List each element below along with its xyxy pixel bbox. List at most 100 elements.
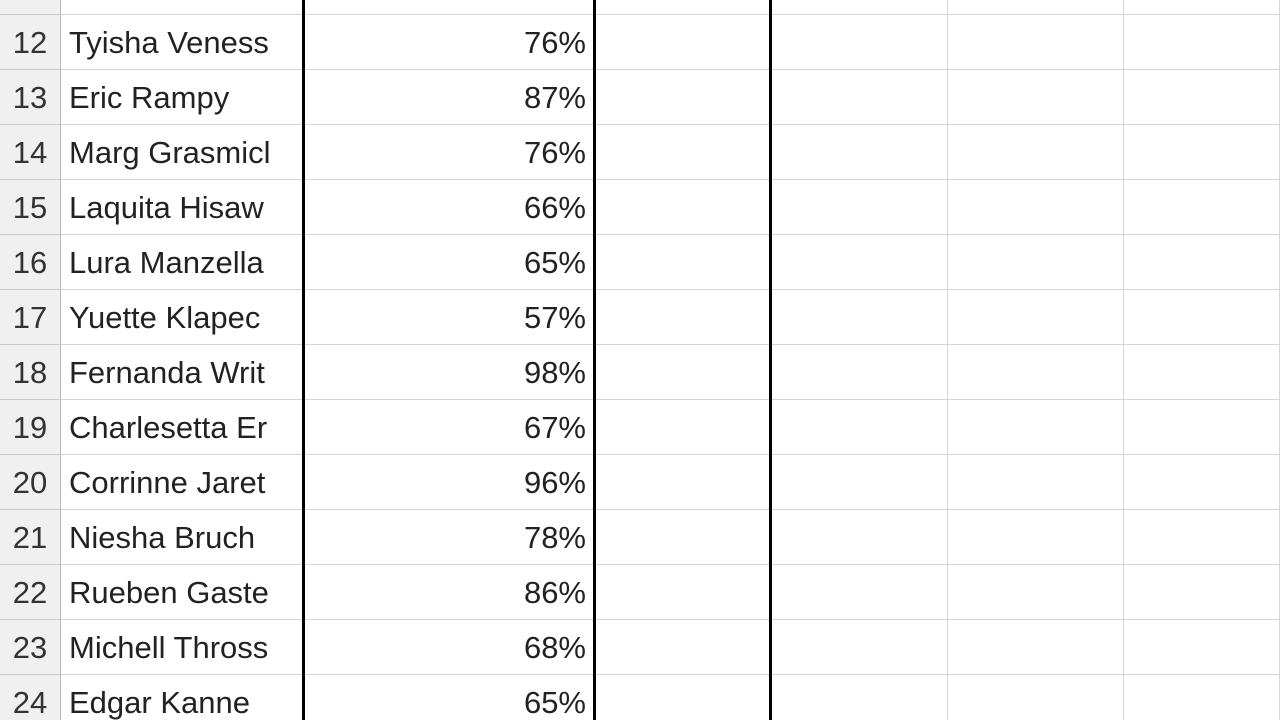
empty-cell[interactable] — [771, 15, 948, 70]
row-header[interactable]: 15 — [0, 180, 61, 235]
empty-cell[interactable] — [595, 510, 771, 565]
row-header[interactable]: 17 — [0, 290, 61, 345]
row-header[interactable]: 16 — [0, 235, 61, 290]
row-header[interactable]: 20 — [0, 455, 61, 510]
empty-cell[interactable] — [771, 400, 948, 455]
row-header[interactable] — [0, 0, 61, 15]
empty-cell[interactable] — [595, 180, 771, 235]
row-header[interactable]: 23 — [0, 620, 61, 675]
name-cell[interactable]: Niesha Bruch — [61, 510, 303, 565]
empty-cell[interactable] — [595, 565, 771, 620]
empty-cell[interactable] — [1124, 290, 1280, 345]
name-cell[interactable]: Lura Manzella — [61, 235, 303, 290]
empty-cell[interactable] — [595, 400, 771, 455]
row-header[interactable]: 24 — [0, 675, 61, 720]
name-cell[interactable]: Fernanda Writ — [61, 345, 303, 400]
empty-cell[interactable] — [1124, 620, 1280, 675]
score-cell[interactable]: 96% — [303, 455, 595, 510]
column-border — [302, 0, 305, 720]
empty-cell[interactable] — [771, 675, 948, 720]
empty-cell[interactable] — [948, 455, 1124, 510]
empty-cell[interactable] — [595, 235, 771, 290]
row-header[interactable]: 21 — [0, 510, 61, 565]
row-header[interactable]: 14 — [0, 125, 61, 180]
column-border — [769, 0, 772, 720]
name-cell[interactable]: Rueben Gaste — [61, 565, 303, 620]
empty-cell[interactable] — [948, 510, 1124, 565]
empty-cell[interactable] — [771, 455, 948, 510]
empty-cell[interactable] — [1124, 400, 1280, 455]
row-header[interactable]: 13 — [0, 70, 61, 125]
empty-cell[interactable] — [595, 620, 771, 675]
empty-cell[interactable] — [1124, 15, 1280, 70]
score-cell[interactable]: 78% — [303, 510, 595, 565]
name-cell[interactable]: Yuette Klapec — [61, 290, 303, 345]
row-header[interactable]: 18 — [0, 345, 61, 400]
empty-cell[interactable] — [948, 0, 1124, 15]
score-cell[interactable]: 87% — [303, 70, 595, 125]
score-cell[interactable] — [303, 0, 595, 15]
empty-cell[interactable] — [1124, 180, 1280, 235]
score-cell[interactable]: 65% — [303, 235, 595, 290]
empty-cell[interactable] — [771, 0, 948, 15]
empty-cell[interactable] — [771, 510, 948, 565]
score-cell[interactable]: 57% — [303, 290, 595, 345]
empty-cell[interactable] — [1124, 510, 1280, 565]
empty-cell[interactable] — [948, 235, 1124, 290]
empty-cell[interactable] — [948, 345, 1124, 400]
score-cell[interactable]: 65% — [303, 675, 595, 720]
name-cell[interactable]: Corrinne Jaret — [61, 455, 303, 510]
name-cell[interactable]: Marg Grasmicl — [61, 125, 303, 180]
row-header[interactable]: 12 — [0, 15, 61, 70]
row-header[interactable]: 19 — [0, 400, 61, 455]
empty-cell[interactable] — [948, 565, 1124, 620]
empty-cell[interactable] — [1124, 565, 1280, 620]
name-cell[interactable]: Eric Rampy — [61, 70, 303, 125]
empty-cell[interactable] — [948, 70, 1124, 125]
empty-cell[interactable] — [1124, 235, 1280, 290]
empty-cell[interactable] — [771, 125, 948, 180]
empty-cell[interactable] — [1124, 345, 1280, 400]
empty-cell[interactable] — [948, 125, 1124, 180]
empty-cell[interactable] — [595, 455, 771, 510]
empty-cell[interactable] — [771, 620, 948, 675]
empty-cell[interactable] — [771, 345, 948, 400]
empty-cell[interactable] — [948, 400, 1124, 455]
empty-cell[interactable] — [948, 15, 1124, 70]
empty-cell[interactable] — [771, 180, 948, 235]
empty-cell[interactable] — [771, 290, 948, 345]
score-cell[interactable]: 76% — [303, 15, 595, 70]
name-cell[interactable]: Charlesetta Er — [61, 400, 303, 455]
empty-cell[interactable] — [595, 70, 771, 125]
score-cell[interactable]: 68% — [303, 620, 595, 675]
empty-cell[interactable] — [1124, 0, 1280, 15]
empty-cell[interactable] — [948, 675, 1124, 720]
row-header[interactable]: 22 — [0, 565, 61, 620]
empty-cell[interactable] — [948, 290, 1124, 345]
empty-cell[interactable] — [595, 345, 771, 400]
score-cell[interactable]: 67% — [303, 400, 595, 455]
empty-cell[interactable] — [1124, 125, 1280, 180]
empty-cell[interactable] — [595, 125, 771, 180]
empty-cell[interactable] — [595, 0, 771, 15]
empty-cell[interactable] — [771, 70, 948, 125]
empty-cell[interactable] — [595, 675, 771, 720]
name-cell[interactable] — [61, 0, 303, 15]
empty-cell[interactable] — [948, 620, 1124, 675]
empty-cell[interactable] — [771, 565, 948, 620]
name-cell[interactable]: Edgar Kanne — [61, 675, 303, 720]
name-cell[interactable]: Tyisha Veness — [61, 15, 303, 70]
score-cell[interactable]: 98% — [303, 345, 595, 400]
empty-cell[interactable] — [1124, 70, 1280, 125]
empty-cell[interactable] — [1124, 455, 1280, 510]
score-cell[interactable]: 86% — [303, 565, 595, 620]
empty-cell[interactable] — [595, 290, 771, 345]
score-cell[interactable]: 66% — [303, 180, 595, 235]
name-cell[interactable]: Laquita Hisaw — [61, 180, 303, 235]
score-cell[interactable]: 76% — [303, 125, 595, 180]
empty-cell[interactable] — [595, 15, 771, 70]
empty-cell[interactable] — [948, 180, 1124, 235]
name-cell[interactable]: Michell Thross — [61, 620, 303, 675]
empty-cell[interactable] — [771, 235, 948, 290]
empty-cell[interactable] — [1124, 675, 1280, 720]
